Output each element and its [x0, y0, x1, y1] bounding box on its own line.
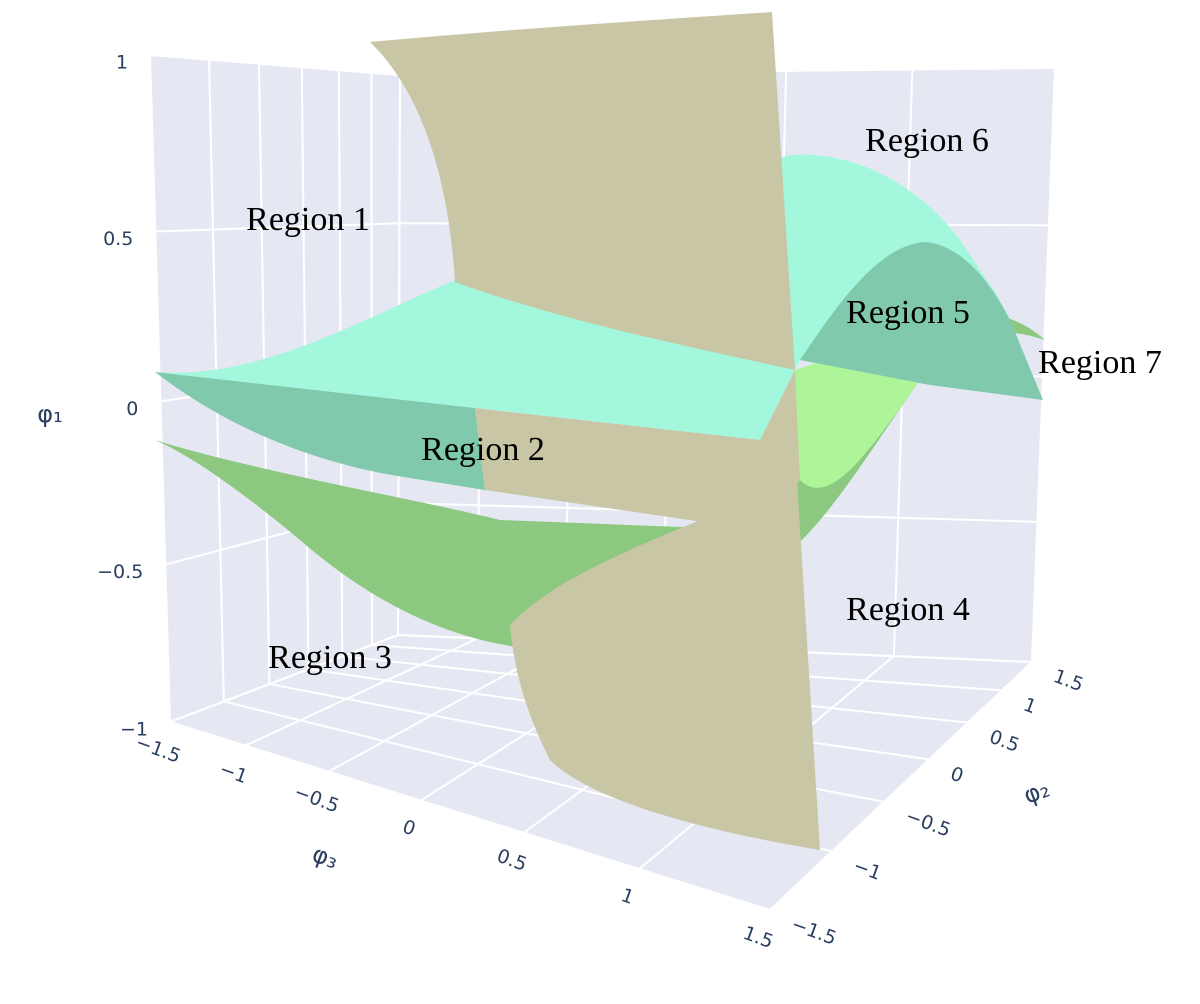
- z-tick-label: 0: [126, 398, 138, 420]
- surfaces: [155, 12, 1045, 850]
- divider-lower: [510, 480, 820, 850]
- y-tick-label: 1.5: [1050, 665, 1086, 696]
- z-axis-title: φ₁: [37, 400, 62, 428]
- z-grid-left: [155, 222, 400, 233]
- y-tick-label: 0.5: [986, 726, 1022, 757]
- x-tick-label: 1: [618, 884, 637, 909]
- x-grid-floor: [244, 637, 479, 747]
- y-tick-label: −1: [850, 855, 884, 885]
- x-grid-floor: [769, 661, 1033, 911]
- x-tick-label: 1.5: [740, 922, 776, 953]
- y-tick-label: 1: [1020, 694, 1039, 719]
- z-grid-left: [149, 54, 401, 76]
- y-tick-label: −1.5: [788, 913, 839, 949]
- region-label: Region 7: [1038, 344, 1162, 381]
- lower-surface: [155, 314, 1045, 650]
- x-tick-label: −0.5: [291, 781, 342, 817]
- region-label: Region 6: [865, 122, 989, 159]
- region-label: Region 5: [846, 294, 970, 331]
- teal-dome: [800, 242, 1043, 400]
- y-tick-label: 0: [947, 763, 966, 788]
- x-tick-label: −1: [217, 758, 251, 788]
- y-grid-wall: [149, 54, 171, 723]
- teal-patch: [155, 372, 485, 490]
- z-tick-label: 0.5: [103, 228, 133, 250]
- region-label: Region 4: [846, 591, 970, 628]
- z-tick-label: −0.5: [97, 561, 143, 583]
- x-axis-title: φ₃: [309, 840, 342, 875]
- y-tick-label: −0.5: [903, 805, 954, 841]
- divider-middle: [475, 370, 800, 530]
- y-axis-title: φ₂: [1020, 775, 1053, 810]
- z-tick-label: 1: [116, 52, 128, 74]
- z-tick-label: −1: [120, 719, 148, 741]
- y-grid-floor: [169, 721, 771, 911]
- x-grid-wall: [1031, 67, 1056, 663]
- x-tick-label: 0: [399, 816, 418, 841]
- divider-upper: [370, 12, 795, 370]
- region-label: Region 2: [421, 431, 545, 468]
- z-grid-left: [169, 634, 399, 723]
- region-label: Region 3: [268, 639, 392, 676]
- x-tick-label: 0.5: [494, 845, 530, 876]
- region-label: Region 1: [246, 201, 370, 238]
